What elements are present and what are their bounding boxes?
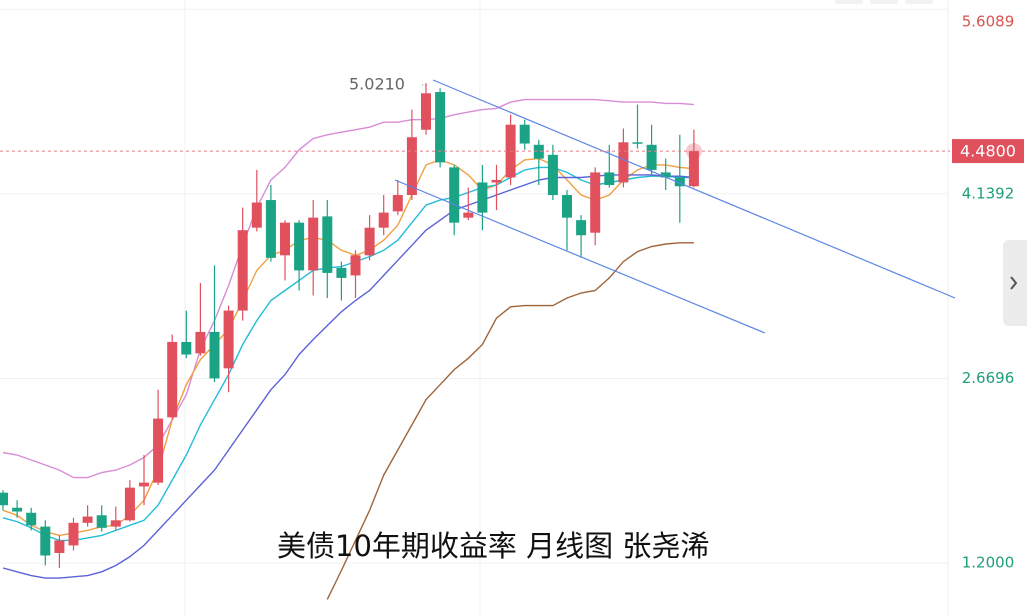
candle-body	[477, 182, 488, 213]
indicator-line	[326, 242, 694, 600]
toolbar-icon[interactable]	[835, 0, 863, 4]
toolbar-icon[interactable]	[905, 0, 933, 4]
y-tick-label: 5.6089	[962, 13, 1015, 31]
trend-line	[394, 179, 766, 334]
candle-body	[519, 124, 530, 144]
high-label: 5.0210	[349, 75, 405, 94]
candle-body	[223, 310, 234, 369]
candle-body	[562, 195, 572, 218]
last-price-glow	[685, 143, 702, 160]
candle-body	[322, 216, 333, 273]
candle-body	[110, 520, 121, 527]
candle-body	[533, 144, 544, 159]
candle-body	[167, 341, 178, 418]
candle-body	[604, 172, 615, 185]
candle-body	[26, 512, 37, 526]
candle-body	[294, 222, 305, 271]
y-tick-label: 2.6696	[962, 369, 1015, 387]
candle-body	[576, 220, 587, 236]
y-tick-label: 1.2000	[962, 554, 1015, 572]
candle-body	[449, 167, 460, 223]
candle-body	[378, 212, 389, 228]
candle-body	[153, 418, 164, 483]
y-tick-label: 4.1392	[962, 184, 1015, 202]
candle-body	[54, 540, 65, 553]
candle-body	[251, 202, 262, 228]
candle-body	[124, 487, 135, 521]
candle-body	[463, 212, 474, 218]
chart-title: 美债10年期收益率 月线图 张尧浠	[277, 529, 709, 563]
toolbar-icon[interactable]	[870, 0, 898, 4]
candle-body	[547, 154, 558, 196]
nav-chevron	[1010, 276, 1018, 290]
candle-body	[392, 195, 403, 212]
candle-body	[491, 179, 502, 183]
candle-body	[0, 492, 8, 506]
candle-body	[181, 341, 192, 355]
candle-body	[646, 144, 657, 170]
indicator-line	[2, 98, 694, 479]
candle-body	[421, 93, 431, 130]
candle-body	[237, 230, 248, 311]
candle-body	[68, 522, 79, 546]
candle-body	[209, 331, 220, 379]
candle-body	[96, 515, 107, 528]
candle-body	[660, 172, 671, 178]
candle-body	[82, 516, 93, 523]
candle-body	[590, 172, 601, 233]
candle-body	[688, 151, 699, 187]
candle-body	[308, 217, 319, 271]
candle-body	[406, 137, 417, 196]
indicator-line	[2, 166, 694, 542]
trend-line	[432, 79, 956, 299]
candle-body	[632, 142, 643, 144]
candle-body	[364, 227, 375, 256]
last-price-label: 4.4800	[960, 142, 1016, 161]
last-price-tag	[952, 139, 1024, 164]
candle-body	[12, 507, 23, 512]
plot	[0, 8, 948, 600]
candle-body	[40, 526, 51, 556]
candle-body	[139, 482, 149, 487]
candle-body	[618, 142, 629, 183]
indicator-line	[2, 174, 694, 579]
candle-body	[336, 267, 347, 278]
candle-body	[280, 222, 290, 256]
candle-body	[435, 92, 446, 163]
candle-body	[195, 331, 206, 354]
candle-body	[350, 255, 361, 276]
candle-body	[674, 177, 685, 187]
candle-body	[265, 200, 276, 258]
